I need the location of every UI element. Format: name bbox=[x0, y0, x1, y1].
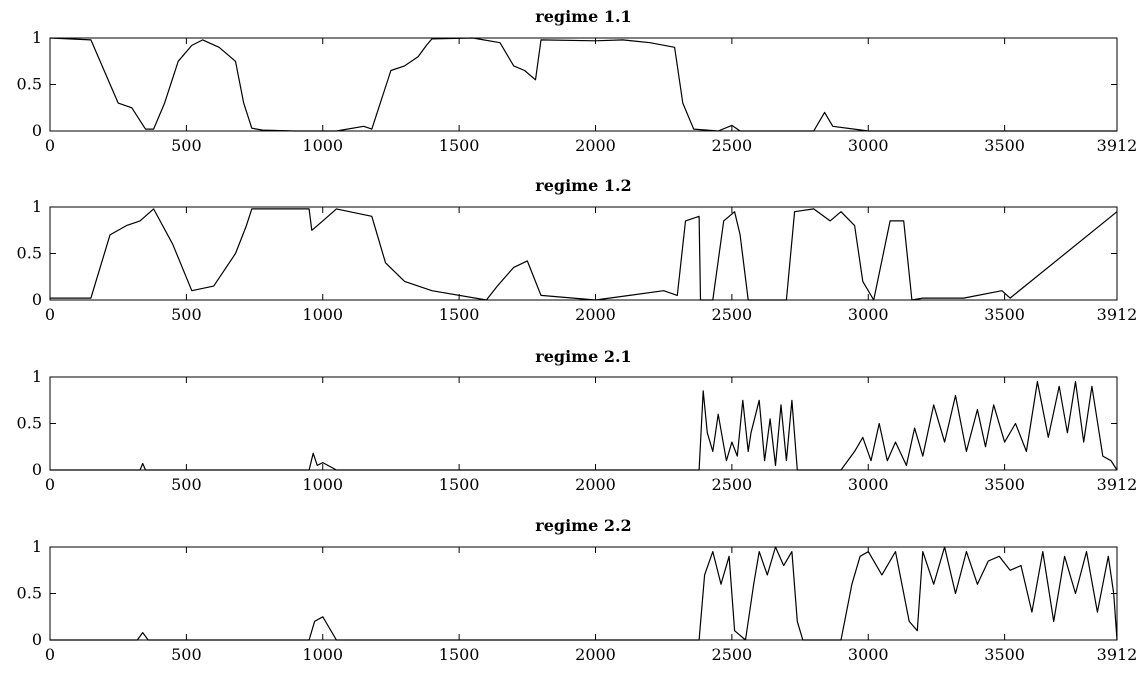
plot-frame bbox=[49, 206, 1118, 301]
series-line bbox=[50, 546, 1118, 641]
x-tick-label: 3500 bbox=[984, 305, 1025, 324]
y-tick-label: 1 bbox=[32, 537, 42, 556]
x-tick-label: 1500 bbox=[439, 136, 480, 155]
x-tick-label: 1500 bbox=[439, 645, 480, 664]
x-tick-label: 500 bbox=[171, 645, 202, 664]
x-tick-label: 1000 bbox=[302, 136, 343, 155]
x-tick-label: 1000 bbox=[302, 645, 343, 664]
x-tick-label: 0 bbox=[45, 645, 55, 664]
x-tick-label: 3500 bbox=[984, 645, 1025, 664]
chart-title: regime 1.1 bbox=[535, 7, 631, 26]
y-tick-label: 0 bbox=[32, 460, 42, 479]
x-tick-label: 2000 bbox=[575, 645, 616, 664]
y-tick-label: 1 bbox=[32, 28, 42, 47]
x-tick-label: 2000 bbox=[575, 475, 616, 494]
x-tick-label: 3000 bbox=[848, 645, 889, 664]
x-tick-label: 1000 bbox=[302, 305, 343, 324]
y-tick-label: 0 bbox=[32, 121, 42, 140]
plot-frame bbox=[49, 376, 1118, 471]
y-tick-label: 0 bbox=[32, 630, 42, 649]
x-tick-label: 3500 bbox=[984, 136, 1025, 155]
x-tick-label: 2500 bbox=[712, 645, 753, 664]
y-tick-label: 0.5 bbox=[17, 414, 42, 433]
y-tick-label: 1 bbox=[32, 367, 42, 386]
chart-panel-1: regime 1.1 0 0.5 1 0 500 1000 1500 2000 2500 3000 3… bbox=[17, 7, 1138, 155]
y-tick-label: 0 bbox=[32, 290, 42, 309]
chart-panel-4: regime 2.2 0 0.5 1 0 500 1000 1500 2000 2500 3000 3… bbox=[17, 516, 1138, 664]
x-tick-label: 3912 bbox=[1097, 475, 1138, 494]
x-tick-label: 3912 bbox=[1097, 136, 1138, 155]
series-line bbox=[49, 37, 1117, 132]
x-tick-label: 2500 bbox=[712, 305, 753, 324]
x-tick-label: 0 bbox=[45, 136, 55, 155]
x-tick-label: 3500 bbox=[984, 475, 1025, 494]
series-line bbox=[50, 208, 1118, 301]
chart-title: regime 2.1 bbox=[535, 347, 631, 366]
x-tick-label: 2000 bbox=[575, 136, 616, 155]
chart-panel-3: regime 2.1 0 0.5 1 0 500 1000 1500 2000 2500 3000 3… bbox=[17, 347, 1138, 494]
series-line bbox=[50, 381, 1118, 471]
y-tick-label: 0.5 bbox=[17, 244, 42, 263]
x-tick-label: 3912 bbox=[1097, 305, 1138, 324]
plot-frame bbox=[49, 37, 1118, 132]
chart-title: regime 1.2 bbox=[535, 176, 631, 195]
x-tick-label: 1500 bbox=[439, 475, 480, 494]
x-tick-label: 0 bbox=[45, 305, 55, 324]
x-tick-label: 3912 bbox=[1097, 645, 1138, 664]
y-tick-label: 0.5 bbox=[17, 75, 42, 94]
x-tick-label: 0 bbox=[45, 475, 55, 494]
x-tick-label: 500 bbox=[171, 305, 202, 324]
x-tick-label: 3000 bbox=[848, 136, 889, 155]
chart-panel-2: regime 1.2 0 0.5 1 0 500 1000 1500 2000 2500 3000 3… bbox=[17, 176, 1138, 324]
x-tick-label: 3000 bbox=[848, 475, 889, 494]
x-tick-label: 1500 bbox=[439, 305, 480, 324]
x-tick-label: 500 bbox=[171, 136, 202, 155]
x-tick-label: 1000 bbox=[302, 475, 343, 494]
chart-title: regime 2.2 bbox=[535, 516, 631, 535]
x-tick-label: 500 bbox=[171, 475, 202, 494]
plot-frame bbox=[49, 546, 1118, 641]
x-tick-label: 2500 bbox=[712, 475, 753, 494]
x-tick-label: 3000 bbox=[848, 305, 889, 324]
x-tick-label: 2500 bbox=[712, 136, 753, 155]
y-tick-label: 1 bbox=[32, 197, 42, 216]
x-tick-label: 2000 bbox=[575, 305, 616, 324]
y-tick-label: 0.5 bbox=[17, 584, 42, 603]
